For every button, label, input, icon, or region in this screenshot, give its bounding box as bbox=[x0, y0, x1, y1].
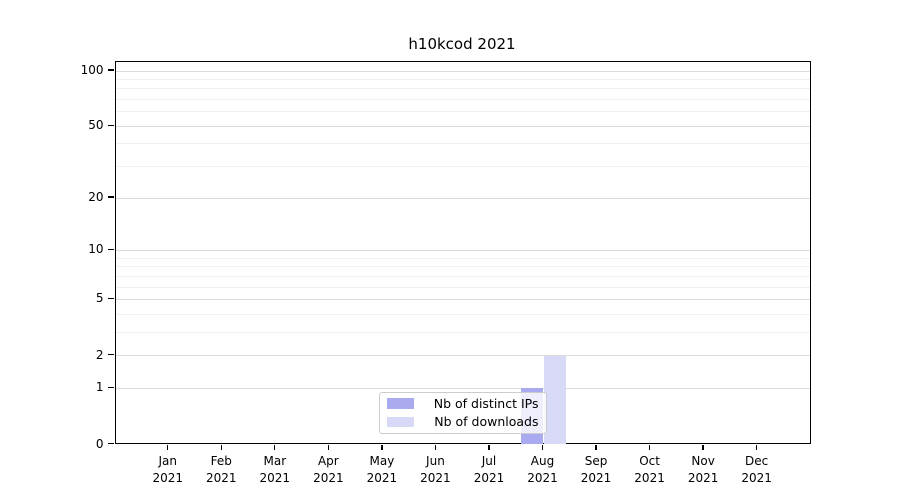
x-tick-mark bbox=[488, 444, 490, 451]
minor-gridline bbox=[115, 286, 810, 288]
y-tick-mark bbox=[107, 69, 114, 71]
x-tick-mark bbox=[167, 444, 169, 451]
x-tick-label: Mar 2021 bbox=[259, 453, 291, 485]
minor-gridline bbox=[115, 275, 810, 277]
x-tick-mark bbox=[327, 444, 329, 451]
x-tick-label: Nov 2021 bbox=[687, 453, 719, 485]
bar-nb-of-downloads bbox=[543, 355, 566, 445]
minor-gridline bbox=[115, 88, 810, 90]
major-gridline bbox=[115, 197, 810, 199]
minor-gridline bbox=[115, 99, 810, 101]
x-tick-mark bbox=[434, 444, 437, 451]
y-tick-mark bbox=[107, 386, 114, 389]
x-tick-mark bbox=[381, 444, 383, 451]
legend-swatch-nb-of-downloads bbox=[386, 416, 414, 427]
x-tick-label: Feb 2021 bbox=[205, 453, 237, 485]
legend-label: Nb of downloads bbox=[434, 414, 539, 430]
y-tick-mark bbox=[107, 353, 114, 356]
x-tick-mark bbox=[595, 444, 597, 451]
x-tick-mark bbox=[220, 444, 222, 451]
minor-gridline bbox=[115, 331, 810, 333]
y-tick-label: 1 bbox=[95, 380, 104, 395]
x-tick-label: Dec 2021 bbox=[741, 453, 772, 485]
x-tick-label: Sep 2021 bbox=[580, 453, 612, 485]
x-tick-mark bbox=[702, 444, 704, 451]
y-tick-label: 50 bbox=[88, 118, 104, 133]
x-tick-label: May 2021 bbox=[366, 453, 398, 485]
major-gridline bbox=[115, 125, 810, 127]
chart-title: h10kcod 2021 bbox=[408, 35, 516, 53]
y-tick-label: 20 bbox=[88, 190, 104, 205]
minor-gridline bbox=[115, 143, 810, 145]
x-tick-mark bbox=[274, 444, 276, 451]
legend-label: Nb of distinct IPs bbox=[433, 395, 539, 411]
legend-swatch-nb-of-distinct-ips bbox=[386, 398, 414, 409]
major-gridline bbox=[115, 387, 810, 389]
x-tick-label: Aug 2021 bbox=[527, 453, 558, 485]
y-tick-label: 100 bbox=[80, 63, 104, 77]
y-tick-label: 10 bbox=[88, 242, 104, 257]
y-tick-label: 0 bbox=[95, 436, 104, 451]
legend-row: Nb of distinct IPs bbox=[386, 395, 539, 412]
y-tick-mark bbox=[107, 442, 114, 445]
y-tick-label: 5 bbox=[95, 291, 104, 306]
x-tick-label: Oct 2021 bbox=[634, 453, 665, 485]
x-tick-label: Jul 2021 bbox=[473, 453, 505, 485]
legend: Nb of distinct IPs Nb of downloads bbox=[378, 391, 547, 434]
x-tick-mark bbox=[648, 444, 651, 451]
major-gridline bbox=[115, 70, 810, 72]
y-tick-mark bbox=[107, 124, 114, 126]
plot-area bbox=[114, 60, 811, 445]
y-tick-mark bbox=[107, 248, 114, 251]
minor-gridline bbox=[115, 166, 810, 168]
x-tick-mark bbox=[541, 444, 544, 451]
major-gridline bbox=[115, 298, 810, 300]
minor-gridline bbox=[115, 257, 810, 259]
legend-row: Nb of downloads bbox=[386, 414, 539, 430]
x-tick-mark bbox=[756, 444, 758, 451]
x-tick-label: Apr 2021 bbox=[313, 453, 344, 485]
y-tick-mark bbox=[107, 297, 114, 300]
y-tick-mark bbox=[107, 196, 114, 198]
x-tick-label: Jan 2021 bbox=[152, 453, 183, 485]
minor-gridline bbox=[115, 78, 810, 80]
major-gridline bbox=[115, 249, 810, 251]
y-tick-label: 2 bbox=[95, 347, 104, 362]
minor-gridline bbox=[115, 313, 810, 315]
major-gridline bbox=[115, 355, 810, 357]
minor-gridline bbox=[115, 111, 810, 113]
x-tick-label: Jun 2021 bbox=[420, 453, 451, 485]
minor-gridline bbox=[115, 266, 810, 268]
